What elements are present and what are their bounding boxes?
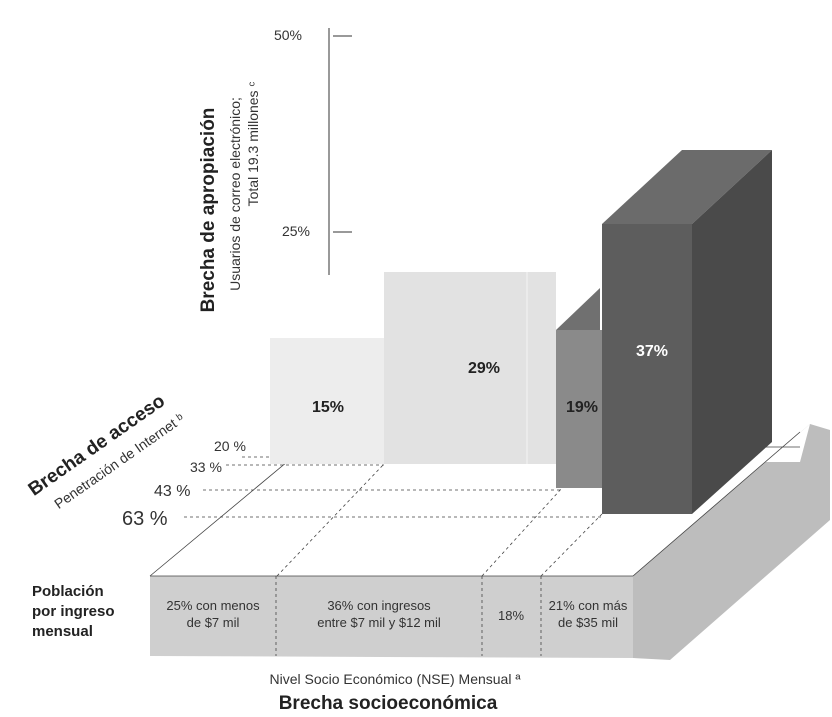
row-label-line1: Población xyxy=(32,583,104,600)
y-axis-sub1: Usuarios de correo electrónico; xyxy=(227,97,243,291)
chart-title: Brecha socioeconómica xyxy=(279,693,498,714)
x-axis-label: Nivel Socio Económico (NSE) Mensual ª xyxy=(269,671,521,687)
category-1-line2: de $7 mil xyxy=(187,615,240,630)
category-1-line1: 25% con menos xyxy=(166,598,260,613)
value-label-3: 19% xyxy=(566,399,598,416)
bar-3 xyxy=(556,288,602,488)
category-2-line1: 36% con ingresos xyxy=(327,598,431,613)
value-label-2: 29% xyxy=(468,360,500,377)
y-axis-title: Brecha de apropiación xyxy=(198,108,219,313)
category-4-line1: 21% con más xyxy=(549,598,628,613)
y-axis-sub2: Total 19.3 millones ᶜ xyxy=(245,82,261,207)
value-label-4: 37% xyxy=(636,343,668,360)
y-tick-25: 25% xyxy=(282,223,310,239)
base-front xyxy=(150,576,633,658)
category-4-line2: de $35 mil xyxy=(558,615,618,630)
depth-tick-63: 63 % xyxy=(122,508,168,530)
value-label-1: 15% xyxy=(312,399,344,416)
depth-tick-43: 43 % xyxy=(154,483,190,500)
row-label-line2: por ingreso xyxy=(32,603,115,620)
row-label-line3: mensual xyxy=(32,623,93,640)
bar-4 xyxy=(602,150,772,514)
depth-tick-20: 20 % xyxy=(214,438,246,454)
y-axis xyxy=(328,28,352,275)
category-2-line2: entre $7 mil y $12 mil xyxy=(317,615,441,630)
y-tick-50: 50% xyxy=(274,27,302,43)
bar-1 xyxy=(270,338,384,464)
category-3-line1: 18% xyxy=(498,608,524,623)
bar-2 xyxy=(384,272,556,464)
depth-tick-33: 33 % xyxy=(190,459,222,475)
base-side xyxy=(633,424,830,660)
